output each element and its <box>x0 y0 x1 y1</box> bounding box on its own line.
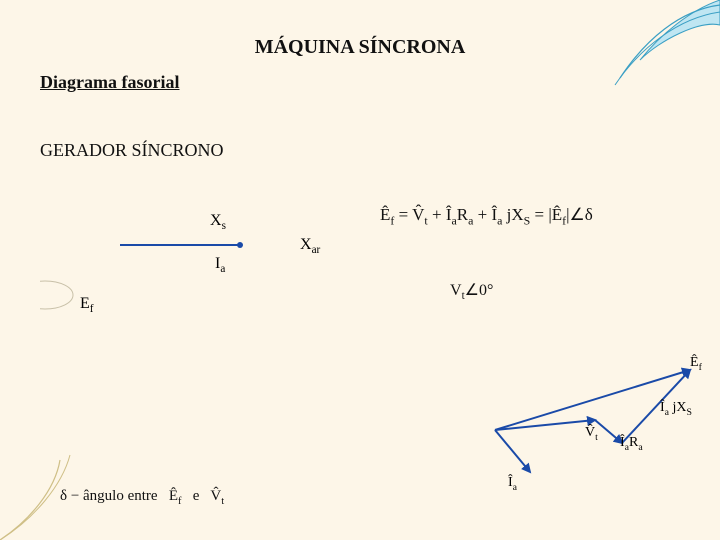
page-title: MÁQUINA SÍNCRONA <box>0 36 720 59</box>
phasor-label-iara: ÎaRa <box>620 435 643 453</box>
phasor-label-iajxs: Îa jXS <box>660 400 692 418</box>
subtitle: Diagrama fasorial <box>40 72 179 93</box>
label-ia: Ia <box>215 255 225 275</box>
equation-vt: Vt∠0° <box>450 280 493 302</box>
slide-root: { "background_color": "#fdf6e8", "title"… <box>0 0 720 540</box>
equation-delta: δ − ângulo entre Êf e V̂t <box>60 488 224 507</box>
equation-main: Êf = V̂t + ÎaRa + Îa jXS = |Êf|∠δ <box>380 205 593 228</box>
circuit-box: Xs Xar Ia Ef <box>70 200 230 310</box>
phasor-label-ia: Îa <box>508 475 517 493</box>
circuit-line <box>40 200 280 330</box>
phasor-label-ef: Êf <box>690 355 702 373</box>
label-xar: Xar <box>300 236 320 256</box>
section-heading: GERADOR SÍNCRONO <box>40 140 224 161</box>
phasor-diagram: V̂t ÎaRa Îa jXS Êf Îa <box>390 330 710 500</box>
label-xs: Xs <box>210 212 226 232</box>
phasor-label-vt: V̂t <box>585 425 598 443</box>
label-ef: Ef <box>80 295 94 315</box>
